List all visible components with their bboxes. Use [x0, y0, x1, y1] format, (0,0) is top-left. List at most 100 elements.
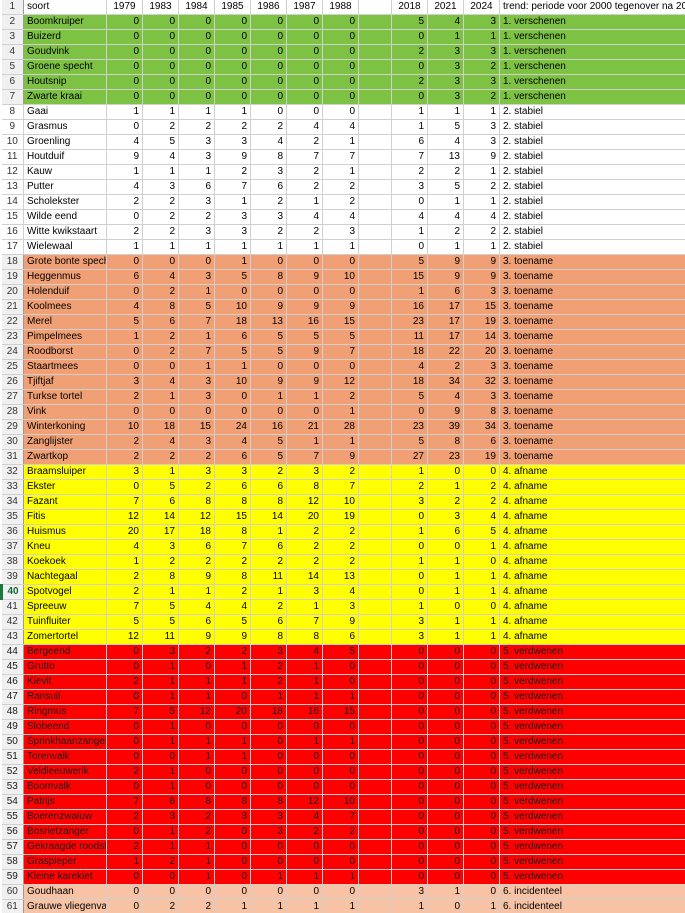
cell-y1986[interactable]: 0 — [250, 104, 287, 120]
cell-y1979[interactable]: 0 — [106, 119, 143, 135]
row-header-13[interactable]: 13 — [1, 179, 24, 195]
cell-y2021[interactable]: 3 — [427, 59, 464, 75]
cell-y2024[interactable]: 32 — [463, 374, 500, 390]
table-row[interactable]: 25 Staartmees 0 0 1 1 0 0 0 4 2 3 3. toename — [1, 359, 685, 375]
cell-y1985[interactable]: 0 — [214, 404, 251, 420]
cell-y1983[interactable]: 1 — [142, 734, 179, 750]
row-header-45[interactable]: 45 — [1, 659, 24, 675]
cell-y2021[interactable]: 17 — [427, 299, 464, 315]
cell-y1979[interactable]: 0 — [106, 734, 143, 750]
cell-y2021[interactable]: 13 — [427, 149, 464, 165]
row-header-6[interactable]: 6 — [1, 74, 24, 90]
cell-y2024[interactable]: 0 — [463, 779, 500, 795]
cell-y2018[interactable]: 0 — [391, 404, 428, 420]
table-row[interactable]: 5 Groene specht 0 0 0 0 0 0 0 0 3 2 1. verschenen — [1, 59, 685, 75]
cell-y1987[interactable]: 7 — [286, 449, 323, 465]
cell-y1988[interactable]: 28 — [322, 419, 359, 435]
cell-y1986[interactable]: 16 — [250, 419, 287, 435]
cell-gap[interactable] — [358, 29, 392, 45]
cell-y1988[interactable]: 0 — [322, 104, 359, 120]
cell-y1986[interactable]: 0 — [250, 89, 287, 105]
cell-soort[interactable]: Tjiftjaf — [23, 374, 107, 390]
row-header-22[interactable]: 22 — [1, 314, 24, 330]
cell-y2021[interactable]: 23 — [427, 449, 464, 465]
cell-y2024[interactable]: 34 — [463, 419, 500, 435]
cell-y1988[interactable]: 0 — [322, 854, 359, 870]
cell-y1984[interactable]: 1 — [178, 164, 215, 180]
table-row[interactable]: 2 Boomkruiper 0 0 0 0 0 0 0 5 4 3 1. verschenen — [1, 14, 685, 30]
row-header-19[interactable]: 19 — [1, 269, 24, 285]
cell-soort[interactable]: Spreeuw — [23, 599, 107, 615]
cell-soort[interactable]: Grasmus — [23, 119, 107, 135]
table-row[interactable]: 8 Gaai 1 1 1 1 0 0 0 1 1 1 2. stabiel — [1, 104, 685, 120]
row-header-34[interactable]: 34 — [1, 494, 24, 510]
cell-y2024[interactable]: 2 — [463, 59, 500, 75]
cell-gap[interactable] — [358, 314, 392, 330]
cell-y1984[interactable]: 2 — [178, 479, 215, 495]
cell-y1979[interactable]: 1 — [106, 239, 143, 255]
cell-y1986[interactable]: 0 — [250, 59, 287, 75]
cell-y1983[interactable]: 1 — [142, 659, 179, 675]
table-row[interactable]: 41 Spreeuw 7 5 4 4 2 1 3 1 0 0 4. afname — [1, 599, 685, 615]
row-header-15[interactable]: 15 — [1, 209, 24, 225]
row-header-47[interactable]: 47 — [1, 689, 24, 705]
cell-soort[interactable]: Zomertortel — [23, 629, 107, 645]
cell-y1987[interactable]: 16 — [286, 704, 323, 720]
table-row[interactable]: 7 Zwarte kraai 0 0 0 0 0 0 0 0 3 2 1. verschenen — [1, 89, 685, 105]
cell-gap[interactable] — [358, 74, 392, 90]
table-row[interactable]: 40 Spotvogel 2 1 1 2 1 3 4 0 1 1 4. afname — [0, 584, 685, 600]
cell-y2021[interactable]: 39 — [427, 419, 464, 435]
cell-y1986[interactable]: 2 — [250, 224, 287, 240]
row-header-9[interactable]: 9 — [1, 119, 24, 135]
row-header-36[interactable]: 36 — [1, 524, 24, 540]
cell-y1979[interactable]: 0 — [106, 689, 143, 705]
row-header-49[interactable]: 49 — [1, 719, 24, 735]
cell-y2018[interactable]: 5 — [391, 14, 428, 30]
cell-y1987[interactable]: 0 — [286, 854, 323, 870]
cell-y1984[interactable]: 1 — [178, 869, 215, 885]
cell-y1987[interactable]: 0 — [286, 104, 323, 120]
cell-soort[interactable]: Kievit — [23, 674, 107, 690]
table-row[interactable]: 11 Houtduif 9 4 3 9 8 7 7 7 13 9 2. stabiel — [1, 149, 685, 165]
cell-y2021[interactable]: 0 — [427, 749, 464, 765]
cell-soort[interactable]: Sprinkhaanzanger — [23, 734, 107, 750]
cell-y1987[interactable]: 21 — [286, 419, 323, 435]
cell-y1983[interactable]: 5 — [142, 479, 179, 495]
cell-trend[interactable]: 3. toename — [499, 374, 685, 390]
cell-y2018[interactable]: 0 — [391, 644, 428, 660]
cell-y1983[interactable]: 5 — [142, 134, 179, 150]
cell-y1985[interactable]: 1 — [214, 194, 251, 210]
cell-y1988[interactable]: 2 — [322, 179, 359, 195]
cell-y1988[interactable]: 1 — [322, 899, 359, 913]
cell-trend[interactable]: 2. stabiel — [499, 104, 685, 120]
cell-y1979[interactable]: 2 — [106, 434, 143, 450]
cell-y1983[interactable]: 0 — [142, 884, 179, 900]
row-header-26[interactable]: 26 — [1, 374, 24, 390]
table-row[interactable]: 58 Graspieper 1 2 1 0 0 0 0 0 0 0 5. verdwenen — [1, 854, 685, 870]
cell-y1987[interactable]: 1 — [286, 659, 323, 675]
cell-y1987[interactable]: 0 — [286, 359, 323, 375]
cell-trend[interactable]: 4. afname — [499, 464, 685, 480]
cell-y1986[interactable]: 6 — [250, 539, 287, 555]
table-row[interactable]: 36 Huismus 20 17 18 8 1 2 2 1 6 5 4. afname — [1, 524, 685, 540]
cell-y1979[interactable]: 1 — [106, 104, 143, 120]
cell-y1979[interactable]: 2 — [106, 839, 143, 855]
row-header-58[interactable]: 58 — [1, 854, 24, 870]
cell-y1988[interactable]: 7 — [322, 344, 359, 360]
cell-trend[interactable]: 4. afname — [499, 614, 685, 630]
cell-soort[interactable]: Bosrietzanger — [23, 824, 107, 840]
cell-y1988[interactable]: 10 — [322, 794, 359, 810]
cell-y1983[interactable]: 0 — [142, 404, 179, 420]
cell-gap[interactable] — [358, 659, 392, 675]
cell-y1983[interactable]: 2 — [142, 119, 179, 135]
cell-y1984[interactable]: 0 — [178, 659, 215, 675]
cell-y2018[interactable]: 0 — [391, 839, 428, 855]
cell-y1985[interactable]: 0 — [214, 89, 251, 105]
table-row[interactable]: 23 Pimpelmees 1 2 1 6 5 5 5 11 17 14 3. toename — [1, 329, 685, 345]
cell-y2018[interactable]: 7 — [391, 149, 428, 165]
cell-y2018[interactable]: 0 — [391, 704, 428, 720]
cell-y1985[interactable]: 9 — [214, 629, 251, 645]
table-row[interactable]: 26 Tjiftjaf 3 4 3 10 9 9 12 18 34 32 3. toename — [1, 374, 685, 390]
cell-y1983[interactable]: 6 — [142, 494, 179, 510]
